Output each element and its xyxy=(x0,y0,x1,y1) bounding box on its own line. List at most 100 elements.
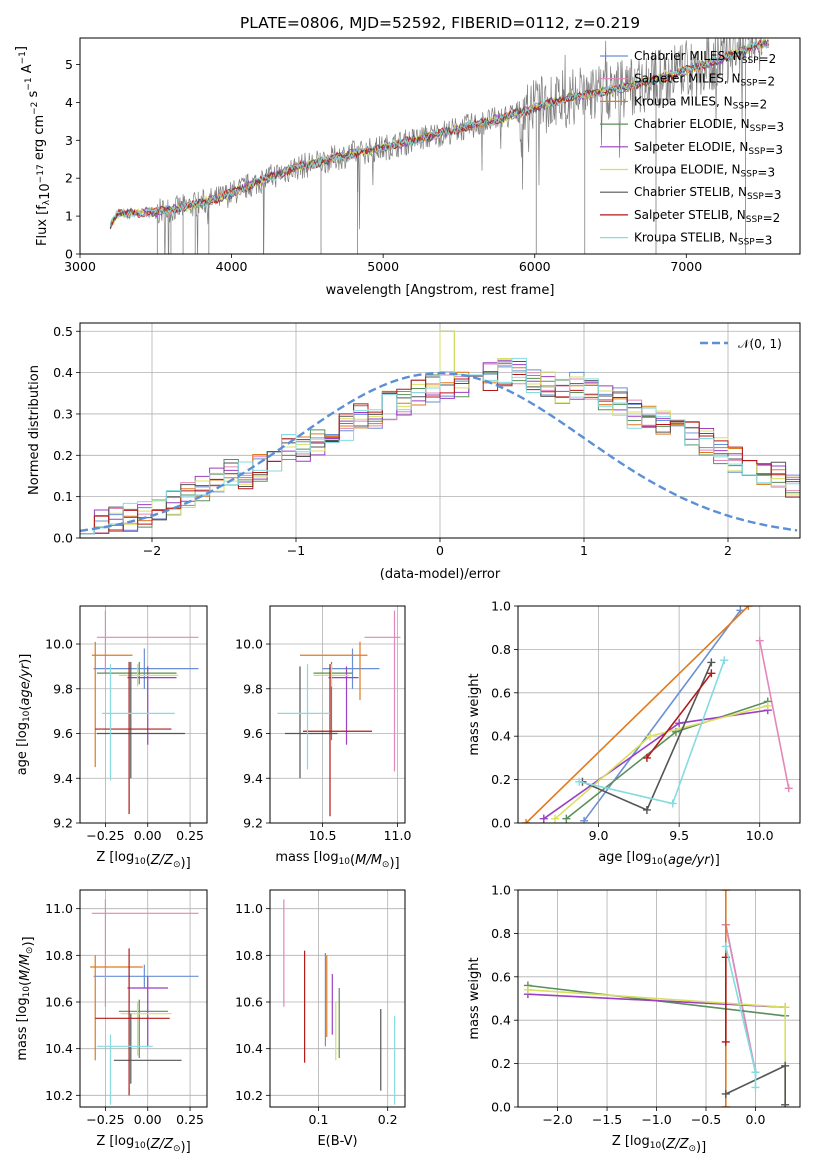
weight-vs-metallicity-panel: −2.0 −1.5 −1.0 −0.5 0.0 0.0 0.2 0.4 0.6 0.8 1.0 Z [… xyxy=(467,883,801,1155)
weight-marker xyxy=(781,1061,790,1070)
normal-distribution-curve xyxy=(80,371,798,532)
y-tick-label: 11.0 xyxy=(45,901,73,916)
mass-vs-extinction-panel: 0.1 0.2 10.2 10.4 10.6 10.8 11.0 E(B-V) xyxy=(235,889,406,1149)
weight-marker xyxy=(784,784,793,793)
error-bars xyxy=(91,610,199,815)
legend-label: Kroupa ELODIE, NSSP=3 xyxy=(634,163,775,180)
figure-title: PLATE=0806, MJD=52592, FIBERID=0112, z=0… xyxy=(240,14,640,32)
residuals-histogram-panel: −2 −1 0 1 2 0.0 0.1 0.2 0.3 0.4 0.5 𝒩(0, 1) (data-mo… xyxy=(27,322,801,582)
y-tick-label: 9.8 xyxy=(243,681,263,696)
x-tick-label: 1 xyxy=(580,543,588,558)
errorbar-kroupa-elodie xyxy=(118,664,179,687)
y-tick-label: 10.2 xyxy=(235,1088,263,1103)
model-spectrum-kroupa-stelib xyxy=(109,41,770,227)
x-tick-label: 0 xyxy=(436,543,444,558)
y-tick-label: 0.0 xyxy=(53,531,73,546)
y-tick-label: 10.2 xyxy=(45,1088,73,1103)
x-tick-label: 11.0 xyxy=(384,828,412,843)
y-tick-label: 10.4 xyxy=(45,1041,73,1056)
x-tick-label: 9.0 xyxy=(589,828,609,843)
histograms xyxy=(80,330,800,538)
x-tick-label: 2 xyxy=(724,543,732,558)
residuals-legend: 𝒩(0, 1) xyxy=(700,337,782,351)
weight-line xyxy=(725,924,757,1073)
spectrum-panel: 3000 4000 5000 6000 7000 0 1 2 3 4 5 Chabrier MILES… xyxy=(14,37,801,298)
y-axis-label: age [log10(age/yr)] xyxy=(15,654,33,776)
error-bars xyxy=(283,899,396,1105)
legend-label: Chabrier MILES, NSSP=2 xyxy=(634,49,776,66)
x-tick-label: 0.0 xyxy=(746,1112,766,1127)
axes-frame xyxy=(517,605,801,824)
errorbar-chabrier-miles xyxy=(93,648,199,689)
series-kroupa-stelib xyxy=(721,942,760,1092)
weight-marker xyxy=(642,753,651,762)
y-tick-label: 10.8 xyxy=(235,948,263,963)
y-tick-label: 0.8 xyxy=(491,926,511,941)
spectrum-legend: Chabrier MILES, NSSP=2 Salpeter MILES, NS… xyxy=(600,49,784,248)
errorbar-chabrier-stelib xyxy=(285,666,338,779)
y-axis-label: mass weight xyxy=(467,957,482,1039)
series-salpeter-stelib xyxy=(642,669,716,762)
series-kroupa-miles xyxy=(522,606,753,823)
series-salpeter-stelib xyxy=(721,953,730,1046)
weight-marker xyxy=(781,1003,790,1012)
x-tick-label: 3000 xyxy=(64,259,96,274)
x-tick-label: 10.5 xyxy=(309,828,337,843)
y-tick-label: 0.2 xyxy=(491,772,511,787)
errorbar-chabrier-miles xyxy=(93,964,199,988)
weight-line xyxy=(565,700,769,820)
series-salpeter-miles xyxy=(721,920,760,1077)
y-tick-label: 10.6 xyxy=(235,995,263,1010)
weight-marker xyxy=(720,656,729,665)
y-axis-label: mass [log10(M/M⊙)] xyxy=(15,936,36,1060)
x-axis-label: Z [log10(Z/Z⊙)] xyxy=(96,850,190,871)
weight-vs-age-panel: 9.0 9.5 10.0 0.0 0.2 0.4 0.6 0.8 1.0 age [log10(a… xyxy=(467,599,801,868)
errorbar-salpeter-stelib xyxy=(95,948,170,1096)
x-tick-label: 0.00 xyxy=(134,1112,162,1127)
y-tick-label: 9.4 xyxy=(243,771,263,786)
weight-marker xyxy=(707,669,716,678)
x-axis-label: E(B-V) xyxy=(317,1134,357,1149)
weight-marker xyxy=(721,1089,730,1098)
x-tick-label: 5000 xyxy=(367,259,399,274)
legend-label: Chabrier ELODIE, NSSP=3 xyxy=(634,117,784,134)
x-tick-label: −1.0 xyxy=(641,1112,671,1127)
axes-frame xyxy=(79,322,801,539)
errorbar-kroupa-stelib xyxy=(277,664,330,770)
x-tick-label: 0.1 xyxy=(309,1112,329,1127)
y-tick-label: 0.3 xyxy=(53,406,73,421)
y-tick-label: 10.0 xyxy=(235,637,263,652)
histogram-salpeter-stelib xyxy=(80,373,800,538)
age-vs-mass-panel: 10.5 11.0 9.2 9.4 9.6 9.8 10.0 mass [log10(M/M⊙… xyxy=(235,605,412,871)
x-tick-label: 7000 xyxy=(670,259,702,274)
errorbar-chabrier-elodie xyxy=(96,661,177,685)
weight-marker xyxy=(744,606,753,610)
y-axis-label: Flux [fλ10−17 erg cm−2 s−1 A−1] xyxy=(14,46,53,246)
weight-line xyxy=(758,640,790,789)
y-tick-label: 0.6 xyxy=(491,969,511,984)
y-tick-label: 0.0 xyxy=(491,816,511,831)
legend-label: Salpeter ELODIE, NSSP=3 xyxy=(634,140,783,157)
x-tick-label: 10.0 xyxy=(746,828,774,843)
legend-label: Salpeter MILES, NSSP=2 xyxy=(634,72,775,89)
histogram-salpeter-elodie xyxy=(80,359,800,538)
y-tick-label: 10.8 xyxy=(45,948,73,963)
weight-line xyxy=(646,672,713,759)
y-tick-label: 10.6 xyxy=(45,995,73,1010)
grid-lines xyxy=(80,890,207,1107)
histogram-kroupa-miles xyxy=(80,363,800,538)
weight-marker xyxy=(575,777,584,786)
y-tick-label: 9.6 xyxy=(53,726,73,741)
y-tick-label: 9.4 xyxy=(53,771,73,786)
x-tick-label: −0.25 xyxy=(86,828,124,843)
x-tick-label: −1 xyxy=(287,543,305,558)
weight-marker xyxy=(522,819,531,823)
y-tick-label: 9.2 xyxy=(53,816,73,831)
y-tick-label: 4 xyxy=(65,95,73,110)
x-axis-label: Z [log10(Z/Z⊙)] xyxy=(96,1134,190,1155)
errorbar-salpeter-miles xyxy=(96,610,199,674)
axes-frame xyxy=(269,605,406,824)
grid-lines xyxy=(270,890,405,1107)
y-tick-label: 0.8 xyxy=(491,642,511,657)
errorbar-kroupa-stelib xyxy=(102,664,175,781)
